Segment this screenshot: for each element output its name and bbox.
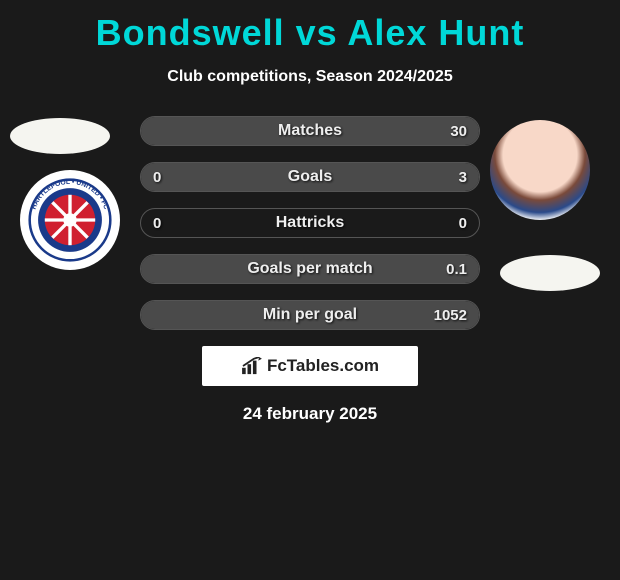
stat-label: Min per goal: [263, 306, 357, 324]
brand-box[interactable]: FcTables.com: [202, 346, 418, 386]
stats-rows-container: Matches300Goals30Hattricks0Goals per mat…: [140, 116, 480, 330]
stat-row: Min per goal 1052: [140, 300, 480, 330]
stats-section: Matches300Goals30Hattricks0Goals per mat…: [0, 116, 620, 424]
brand-text: FcTables.com: [267, 356, 379, 376]
stat-row: Matches 30: [140, 116, 480, 146]
stat-right-value: 1052: [434, 307, 467, 324]
stat-label: Hattricks: [276, 214, 344, 232]
stat-right-value: 0: [459, 215, 467, 232]
page-title: Bondswell vs Alex Hunt: [0, 0, 620, 54]
brand-chart-icon: [241, 357, 263, 375]
stat-label: Goals: [288, 168, 332, 186]
stat-row: 0 Hattricks 0: [140, 208, 480, 238]
stat-right-value: 30: [450, 123, 467, 140]
stat-label: Matches: [278, 122, 342, 140]
stat-label: Goals per match: [247, 260, 372, 278]
stat-right-value: 3: [459, 169, 467, 186]
stat-row: Goals per match 0.1: [140, 254, 480, 284]
subtitle: Club competitions, Season 2024/2025: [0, 68, 620, 86]
stat-row: 0 Goals 3: [140, 162, 480, 192]
stat-right-value: 0.1: [446, 261, 467, 278]
date-text: 24 february 2025: [0, 404, 620, 424]
stat-left-value: 0: [153, 169, 161, 186]
stat-left-value: 0: [153, 215, 161, 232]
